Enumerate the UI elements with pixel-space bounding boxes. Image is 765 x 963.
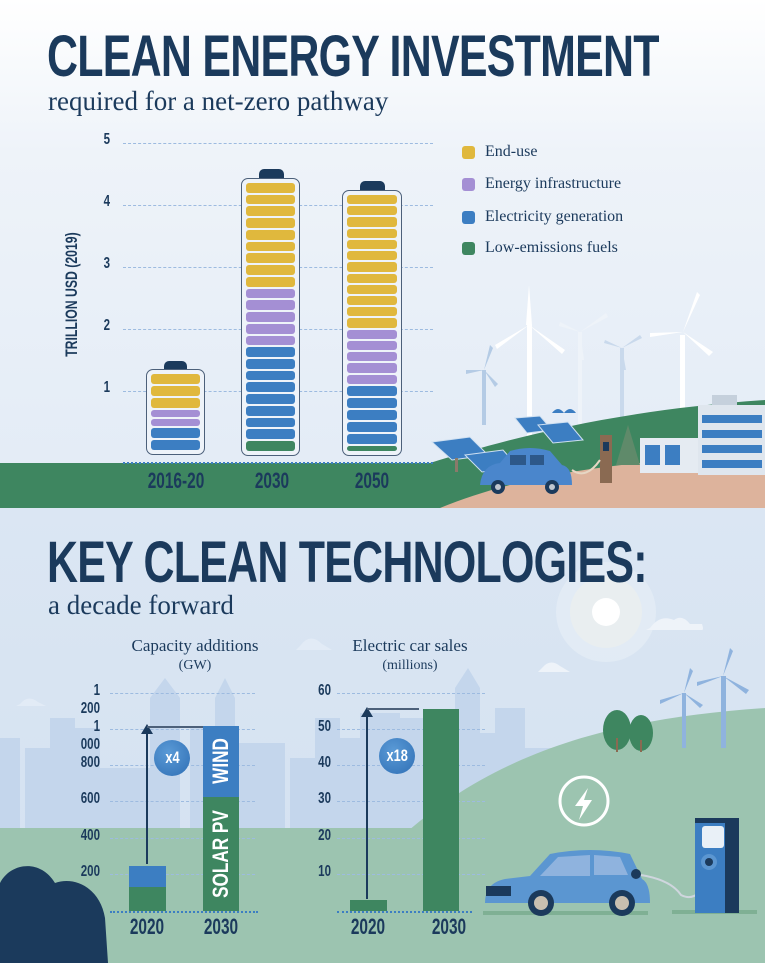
legend-swatch — [462, 241, 475, 255]
legend-label: End-use — [485, 143, 538, 160]
y-tick: 40 — [318, 754, 331, 771]
solar-bar-label: SOLAR PV — [208, 810, 233, 898]
growth-arrow-top-line — [147, 726, 203, 728]
x-axis-baseline — [110, 911, 258, 913]
legend-swatch — [462, 210, 475, 224]
y-tick: 20 — [318, 827, 331, 844]
y-tick: 50 — [318, 718, 331, 735]
y-tick: 200 — [80, 863, 100, 880]
gridline — [337, 693, 485, 694]
charging-station-icon — [672, 818, 757, 914]
clean-energy-investment-section: CLEAN ENERGY INVESTMENT required for a n… — [0, 0, 765, 508]
section-title: CLEAN ENERGY INVESTMENT — [47, 24, 660, 89]
legend-label: Low-emissions fuels — [485, 239, 618, 256]
capacity-bar-2030-solar — [203, 797, 239, 911]
y-tick: 1 200 — [80, 682, 100, 717]
capacity-bar-2020-wind — [129, 866, 166, 887]
ev-chart-unit: (millions) — [382, 658, 438, 673]
y-tick: 3 — [103, 255, 110, 272]
y-tick: 30 — [318, 790, 331, 807]
y-tick: 400 — [80, 827, 100, 844]
x-axis-baseline — [337, 911, 472, 913]
gridline — [110, 838, 255, 839]
section-subtitle: required for a net-zero pathway — [48, 86, 389, 116]
x-axis-baseline — [123, 462, 433, 464]
gridline — [337, 838, 485, 839]
growth-arrow — [146, 728, 148, 864]
legend-item-energy-infrastructure: Energy infrastructure — [462, 175, 621, 193]
gridline — [337, 801, 485, 802]
x-label: 2030 — [254, 468, 290, 493]
y-tick: 60 — [318, 682, 331, 699]
capacity-chart-title: Capacity additions — [131, 636, 259, 655]
capacity-chart-unit: (GW) — [178, 658, 212, 673]
legend-item-low-emissions-fuels: Low-emissions fuels — [462, 239, 618, 257]
investment-bar-2030 — [241, 178, 300, 456]
investment-bar-2050 — [342, 190, 402, 456]
key-clean-technologies-section: KEY CLEAN TECHNOLOGIES: a decade forward — [0, 508, 765, 963]
gridline — [110, 801, 255, 802]
capacity-bar-2020-solar — [129, 887, 166, 911]
legend-swatch — [462, 177, 475, 191]
building-icon — [640, 395, 765, 475]
legend-label: Energy infrastructure — [485, 175, 622, 192]
legend-swatch — [462, 145, 475, 159]
x-label: 2020 — [350, 914, 386, 939]
gridline — [123, 143, 433, 144]
growth-arrow-head — [141, 724, 153, 734]
y-tick: 1 — [103, 379, 110, 396]
battery-cap — [259, 169, 284, 178]
y-tick: 4 — [103, 193, 110, 210]
electric-car-icon — [483, 850, 712, 916]
gridline — [337, 874, 485, 875]
gridline — [110, 693, 255, 694]
growth-arrow-top-line — [367, 708, 419, 710]
x-label: 2016-20 — [147, 468, 205, 493]
investment-bar-2016-20 — [146, 369, 205, 455]
legend-item-electricity-generation: Electricity generation — [462, 208, 623, 226]
section-subtitle: a decade forward — [48, 590, 234, 620]
growth-badge-x4: x4 — [154, 740, 190, 776]
growth-arrow-head — [361, 707, 373, 717]
electric-car-icon — [480, 448, 601, 494]
y-tick: 800 — [80, 754, 100, 771]
x-label: 2030 — [203, 914, 239, 939]
battery-cap — [164, 361, 187, 370]
x-label: 2020 — [129, 914, 165, 939]
legend-item-end-use: End-use — [462, 143, 537, 161]
growth-arrow — [366, 711, 368, 899]
y-tick: 600 — [80, 790, 100, 807]
ev-bar-2030 — [423, 709, 459, 911]
y-tick: 5 — [103, 131, 110, 148]
y-tick: 1 000 — [80, 718, 100, 753]
ev-chart-title: Electric car sales — [352, 636, 468, 655]
section-title: KEY CLEAN TECHNOLOGIES: — [47, 530, 648, 595]
ground-strip — [0, 464, 440, 508]
gridline — [337, 729, 485, 730]
capacity-bar-2030-wind — [203, 726, 239, 797]
y-tick: 10 — [318, 863, 331, 880]
x-label: 2050 — [354, 468, 390, 493]
growth-badge-x18: x18 — [379, 738, 415, 774]
wind-bar-label: WIND — [208, 738, 233, 784]
x-label: 2030 — [431, 914, 467, 939]
gridline — [110, 729, 255, 730]
wind-turbine-icon — [495, 285, 565, 445]
ev-bar-2020 — [350, 900, 387, 911]
city-skyline-background — [0, 562, 765, 963]
lightning-bolt-icon — [558, 775, 610, 827]
wind-turbine-icon — [660, 648, 749, 748]
y-tick: 2 — [103, 317, 110, 334]
legend-label: Electricity generation — [485, 208, 624, 225]
tree-icon — [603, 710, 653, 752]
battery-cap — [360, 181, 385, 190]
gridline — [110, 874, 255, 875]
